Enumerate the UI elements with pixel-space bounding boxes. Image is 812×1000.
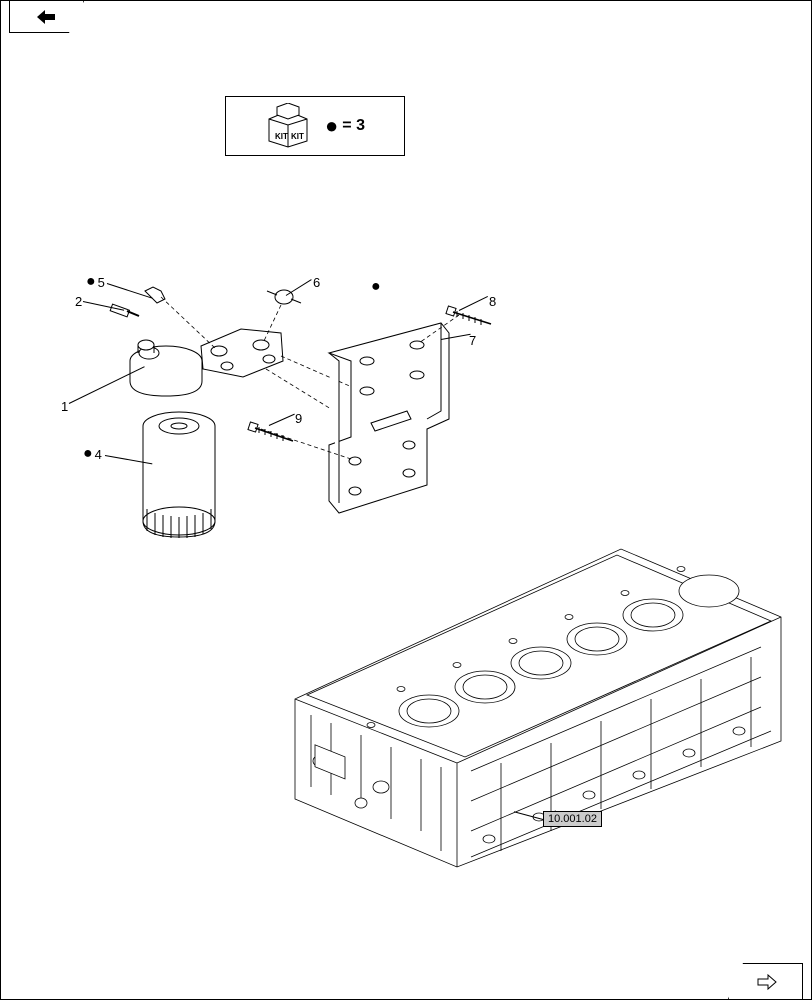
bullet-icon: ● xyxy=(86,273,96,291)
page-bottom-tab xyxy=(728,963,803,999)
callout-1: 1 xyxy=(61,399,68,414)
callout-6-bullet: ● xyxy=(371,278,381,296)
callout-6: 6 xyxy=(313,275,320,290)
arrow-back-icon xyxy=(35,8,59,26)
bullet-icon: ● xyxy=(83,445,93,463)
callout-number: 7 xyxy=(469,333,476,348)
kit-equals-value: = 3 xyxy=(342,117,365,135)
callout-8: 8 xyxy=(489,294,496,309)
callout-4: ● 4 xyxy=(83,445,102,463)
callout-number: 6 xyxy=(313,275,320,290)
page-top-tab xyxy=(9,1,84,33)
engine-block-diagram xyxy=(271,531,791,881)
callout-2: 2 xyxy=(75,294,82,309)
bullet-icon: ● xyxy=(371,278,381,296)
svg-text:KIT: KIT xyxy=(291,132,304,141)
callout-number: 9 xyxy=(295,411,302,426)
kit-box-icon: KIT KIT xyxy=(265,103,311,149)
callout-5: ● 5 xyxy=(86,273,105,291)
callout-7: 7 xyxy=(469,333,476,348)
callout-number: 8 xyxy=(489,294,496,309)
kit-equals-text: ● = 3 xyxy=(325,113,365,139)
callout-number: 2 xyxy=(75,294,82,309)
filter-assembly-diagram xyxy=(71,261,511,561)
kit-banner: KIT KIT ● = 3 xyxy=(225,96,405,156)
callout-number: 5 xyxy=(98,275,105,290)
arrow-forward-icon xyxy=(754,973,778,991)
bullet-icon: ● xyxy=(325,113,338,139)
svg-text:KIT: KIT xyxy=(275,132,288,141)
callout-9: 9 xyxy=(295,411,302,426)
engine-ref-label: 10.001.02 xyxy=(543,811,602,827)
callout-number: 1 xyxy=(61,399,68,414)
callout-number: 4 xyxy=(95,447,102,462)
